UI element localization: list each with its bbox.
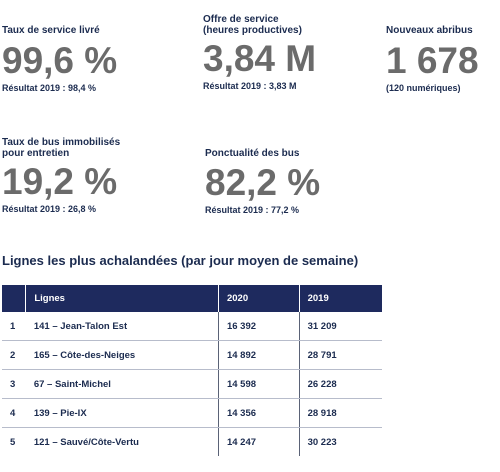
row-line-name: 141 – Jean-Talon Est bbox=[25, 312, 219, 341]
header-lignes: Lignes bbox=[25, 285, 219, 312]
kpi-value: 82,2 % bbox=[205, 162, 321, 203]
kpi-offre-service: Offre de service (heures productives) 3,… bbox=[203, 14, 363, 92]
row-value-2020: 14 598 bbox=[218, 369, 300, 399]
table-header-row: Lignes 2020 2019 bbox=[2, 285, 382, 312]
row-value-2020: 14 892 bbox=[218, 340, 300, 370]
row-value-2019: 31 209 bbox=[299, 312, 382, 341]
kpi-label-line1: Offre de service bbox=[203, 14, 279, 25]
kpi-label: Taux de service livré bbox=[2, 25, 100, 36]
row-rank: 1 bbox=[2, 312, 26, 341]
table-row: 2 165 – Côte-des-Neiges 14 892 28 791 bbox=[2, 340, 382, 370]
table-row: 1 141 – Jean-Talon Est 16 392 31 209 bbox=[2, 312, 382, 341]
row-line-name: 67 – Saint-Michel bbox=[25, 369, 219, 399]
kpi-value: 19,2 % bbox=[2, 161, 118, 202]
header-2020: 2020 bbox=[218, 285, 300, 312]
kpi-label-line2: pour entretien bbox=[2, 148, 70, 159]
row-value-2019: 26 228 bbox=[299, 369, 382, 399]
kpi-value: 99,6 % bbox=[2, 40, 118, 81]
kpi-result: Résultat 2019 : 3,83 M bbox=[203, 81, 297, 91]
table-row: 4 139 – Pie-IX 14 356 28 918 bbox=[2, 398, 382, 428]
kpi-result: Résultat 2019 : 26,8 % bbox=[2, 204, 97, 214]
row-rank: 3 bbox=[2, 369, 26, 399]
kpi-abribus: Nouveaux abribus 1 678 (120 numériques) bbox=[386, 25, 498, 94]
row-value-2019: 30 223 bbox=[307, 436, 337, 448]
kpi-value: 3,84 M bbox=[203, 38, 317, 79]
row-rank: 5 bbox=[10, 436, 16, 448]
kpi-ponctualite: Ponctualité des bus 82,2 % Résultat 2019… bbox=[205, 148, 365, 216]
kpi-bus-immobilises: Taux de bus immobilisés pour entretien 1… bbox=[2, 137, 162, 215]
kpi-taux-service: Taux de service livré 99,6 % Résultat 20… bbox=[2, 25, 152, 94]
row-rank: 2 bbox=[2, 340, 26, 370]
kpi-label: Ponctualité des bus bbox=[205, 148, 300, 159]
kpi-result: Résultat 2019 : 98,4 % bbox=[2, 83, 97, 93]
header-rank bbox=[2, 285, 27, 312]
row-value-2020: 14 356 bbox=[218, 398, 300, 428]
row-line-name: 121 – Sauvé/Côte-Vertu bbox=[25, 427, 219, 456]
row-value-2020: 14 247 bbox=[218, 427, 300, 456]
row-value-2019: 28 791 bbox=[299, 340, 382, 370]
kpi-result: Résultat 2019 : 77,2 % bbox=[205, 205, 300, 215]
table-row: 3 67 – Saint-Michel 14 598 26 228 bbox=[2, 369, 382, 399]
row-value-2019: 28 918 bbox=[299, 398, 382, 428]
kpi-label-line2: (heures productives) bbox=[203, 25, 302, 36]
row-value-2020: 16 392 bbox=[218, 312, 300, 341]
header-2019: 2019 bbox=[299, 285, 382, 312]
busiest-lines-table: Lignes 2020 2019 1 141 – Jean-Talon Est … bbox=[2, 285, 382, 456]
row-line-name: 139 – Pie-IX bbox=[25, 398, 219, 428]
kpi-label-line1: Taux de bus immobilisés bbox=[2, 137, 121, 148]
row-line-name: 165 – Côte-des-Neiges bbox=[25, 340, 219, 370]
kpi-note: (120 numériques) bbox=[386, 83, 461, 93]
kpi-value: 1 678 bbox=[386, 40, 479, 81]
kpi-label: Nouveaux abribus bbox=[386, 25, 473, 36]
table-row: 5 121 – Sauvé/Côte-Vertu 14 247 30 223 bbox=[2, 427, 382, 456]
table-title: Lignes les plus achalandées (par jour mo… bbox=[2, 253, 359, 268]
row-rank: 4 bbox=[2, 398, 26, 428]
